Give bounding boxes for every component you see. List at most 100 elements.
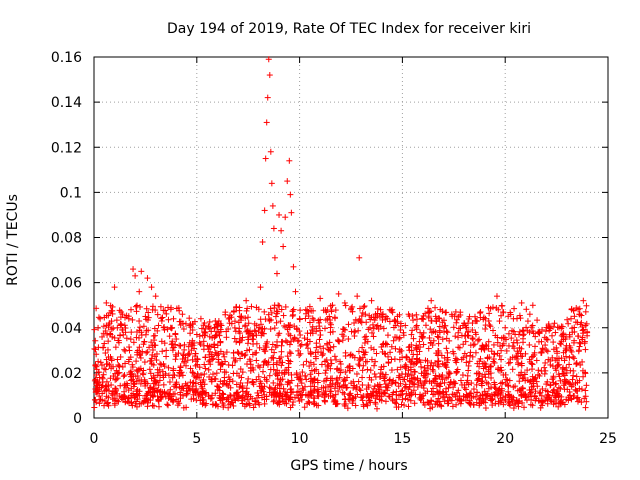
data-point-background <box>416 338 423 345</box>
data-point-background <box>583 302 590 309</box>
data-point-background <box>187 330 194 337</box>
data-point-background <box>474 337 481 344</box>
data-point-background <box>138 400 145 407</box>
data-point-background <box>442 309 449 316</box>
data-point <box>389 306 396 313</box>
data-point-background <box>239 351 246 358</box>
data-point-background <box>558 338 565 345</box>
data-point-background <box>545 356 552 363</box>
data-point-background <box>422 357 429 364</box>
data-point-background <box>151 380 158 387</box>
data-point-background <box>568 306 575 313</box>
data-point-background <box>472 349 479 356</box>
data-point-background <box>177 342 184 349</box>
data-point <box>257 284 264 291</box>
data-point-background <box>368 344 375 351</box>
data-point-background <box>581 340 588 347</box>
data-point-background <box>196 339 203 346</box>
data-point-background <box>382 398 389 405</box>
data-point-background <box>496 343 503 350</box>
data-point-background <box>116 332 123 339</box>
data-point-background <box>109 396 116 403</box>
data-point-background <box>220 350 227 357</box>
data-point-background <box>163 347 170 354</box>
data-point-background <box>117 314 124 321</box>
data-point-background <box>393 391 400 398</box>
data-point-background <box>389 396 396 403</box>
data-point-background <box>271 302 278 309</box>
data-point <box>280 243 287 250</box>
data-point-background <box>143 316 150 323</box>
data-point-background <box>336 374 343 381</box>
data-point <box>354 293 361 300</box>
data-point-background <box>392 345 399 352</box>
data-point-background <box>537 349 544 356</box>
data-point-background <box>408 347 415 354</box>
data-point-background <box>230 402 237 409</box>
data-point-background <box>103 387 110 394</box>
data-point <box>543 336 550 343</box>
data-point-background <box>411 400 418 407</box>
data-point <box>152 293 159 300</box>
data-point-background <box>144 348 151 355</box>
data-point-background <box>345 321 352 328</box>
data-point-background <box>192 350 199 357</box>
data-point <box>348 306 354 313</box>
data-point-background <box>498 347 505 354</box>
data-point-background <box>214 328 221 335</box>
data-point-background <box>480 316 487 323</box>
data-point-background <box>293 371 300 378</box>
data-point-background <box>124 398 131 405</box>
data-point-background <box>404 373 411 380</box>
data-point-background <box>195 392 202 399</box>
data-point <box>253 304 260 311</box>
data-point-background <box>239 392 246 399</box>
data-point <box>101 340 108 347</box>
data-point-background <box>373 323 380 330</box>
data-point-background <box>539 385 546 392</box>
data-point-background <box>469 336 476 343</box>
data-point-background <box>157 303 164 310</box>
data-point <box>99 374 106 381</box>
data-point <box>105 394 112 401</box>
data-point-background <box>470 401 477 408</box>
data-point <box>243 297 250 304</box>
data-point-background <box>544 396 551 403</box>
data-point-background <box>245 320 252 327</box>
data-point-background <box>215 356 222 363</box>
data-point-background <box>267 385 274 392</box>
data-point-background <box>398 347 405 354</box>
data-point-background <box>401 402 408 409</box>
data-point <box>302 306 309 313</box>
data-point <box>261 207 268 214</box>
data-point-background <box>417 344 424 351</box>
data-point-background <box>524 318 531 325</box>
data-point-background <box>452 333 459 340</box>
data-point-background <box>433 350 440 357</box>
data-point-background <box>230 370 237 377</box>
data-point-background <box>409 372 416 379</box>
data-point-background <box>376 396 383 403</box>
data-point-background <box>446 370 453 377</box>
data-point-background <box>298 391 305 398</box>
data-point-background <box>361 303 368 310</box>
data-point-background <box>563 333 570 340</box>
data-point-background <box>550 323 557 330</box>
data-point-background <box>108 326 115 333</box>
data-point-background <box>177 364 184 371</box>
data-point-background <box>570 339 577 346</box>
data-point-background <box>491 350 498 357</box>
data-point-background <box>427 339 434 346</box>
data-point-background <box>223 334 230 341</box>
data-point-background <box>461 333 468 340</box>
data-point-background <box>396 374 403 381</box>
data-point <box>576 311 583 318</box>
data-point-background <box>261 308 268 315</box>
data-point-background <box>127 354 134 361</box>
data-point <box>117 322 124 329</box>
data-point-background <box>359 309 366 316</box>
data-point-background <box>164 401 171 408</box>
data-point-background <box>575 348 582 355</box>
data-point-background <box>519 327 526 334</box>
data-point <box>290 263 297 270</box>
